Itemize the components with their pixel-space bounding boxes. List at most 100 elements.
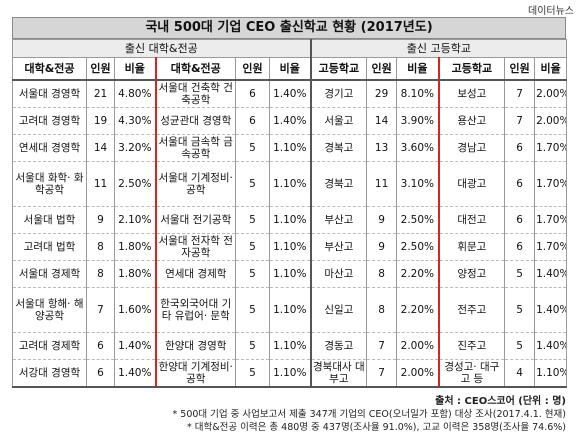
ratio-cell: 2.20%: [396, 260, 440, 288]
count-cell: 8: [366, 260, 398, 288]
univ-major-cell: 한국외국어대 기타 유럽어· 문학: [154, 287, 236, 333]
ratio-cell: 1.10%: [268, 206, 312, 234]
ratio-cell: 1.40%: [534, 332, 568, 360]
ratio-cell: 1.10%: [268, 287, 312, 333]
univ-major-cell: 고려대 경제학: [12, 332, 87, 360]
ratio-cell: 4.80%: [114, 79, 156, 108]
section-highschool: 출신 고등학교: [309, 39, 568, 58]
ratio-cell: 1.10%: [268, 359, 312, 388]
table-title: 국내 500대 기업 CEO 출신학교 현황 (2017년도): [12, 17, 566, 39]
count-cell: 6: [86, 359, 115, 388]
count-cell: 5: [504, 332, 536, 360]
ratio-cell: 1.60%: [114, 287, 156, 333]
ratio-cell: 2.00%: [534, 107, 568, 135]
table-row: 서울대 법학 9 2.10% 서울대 전기공학 5 1.10% 부산고 9 2.50% 대전고 6 1…: [12, 206, 568, 234]
highschool-cell: 용산고: [437, 107, 506, 135]
count-cell: 5: [504, 260, 536, 288]
ratio-cell: 2.00%: [396, 359, 440, 388]
count-cell: 7: [86, 287, 115, 333]
count-cell: 5: [235, 233, 270, 261]
highschool-cell: 휘문고: [437, 233, 506, 261]
count-cell: 11: [86, 161, 115, 207]
ratio-cell: 3.10%: [396, 161, 440, 207]
source-note: 출처 : CEO스코어 (단위 : 명): [435, 396, 566, 407]
count-cell: 29: [366, 79, 398, 108]
count-cell: 6: [504, 161, 536, 207]
highschool-cell: 경북대사 대부고: [309, 359, 368, 388]
highschool-cell: 서울고: [309, 107, 368, 135]
ratio-cell: 1.10%: [268, 260, 312, 288]
count-cell: 7: [504, 107, 536, 135]
ratio-cell: 2.00%: [534, 79, 568, 108]
univ-major-cell: 서울대 경제학: [12, 260, 87, 288]
table-row: 고려대 경영학 19 4.30% 성균관대 경영학 6 1.40% 서울고 14 3.90% 용산…: [12, 107, 568, 135]
count-cell: 6: [504, 134, 536, 162]
header-count: 인원: [86, 57, 115, 81]
table-row: 서울대 경제학 8 1.80% 연세대 경제학 5 1.10% 마산고 8 2.20% 양정고 5 1…: [12, 260, 568, 288]
ratio-cell: 1.70%: [534, 134, 568, 162]
univ-major-cell: 한양대 기계정비·공학: [154, 359, 236, 388]
count-cell: 5: [235, 134, 270, 162]
ratio-cell: 1.10%: [534, 359, 568, 388]
ratio-cell: 8.10%: [396, 79, 440, 108]
section-university: 출신 대학&전공: [11, 39, 312, 58]
header-highschool: 고등학교: [437, 57, 506, 81]
count-cell: 14: [86, 134, 115, 162]
footnote-2: * 대학&전공 이력은 총 480명 중 437명(조사율 91.0%), 고교…: [187, 422, 566, 433]
highschool-cell: 경복고: [309, 134, 368, 162]
count-cell: 9: [366, 206, 398, 234]
highschool-cell: 경북고: [309, 161, 368, 207]
highschool-cell: 경성고· 대구고 등: [437, 359, 506, 388]
table-row: 서울대 항해· 해양공학 7 1.60% 한국외국어대 기타 유럽어· 문학 5 1.10…: [12, 287, 568, 333]
count-cell: 11: [366, 161, 398, 207]
count-cell: 5: [235, 161, 270, 207]
highschool-cell: 신일고: [309, 287, 368, 333]
univ-major-cell: 서울대 전기공학: [154, 206, 236, 234]
ratio-cell: 1.70%: [534, 233, 568, 261]
ratio-cell: 3.20%: [114, 134, 156, 162]
univ-major-cell: 서울대 건축학 건축공학: [154, 79, 236, 108]
count-cell: 8: [86, 260, 115, 288]
count-cell: 6: [86, 332, 115, 360]
highschool-cell: 부산고: [309, 206, 368, 234]
count-cell: 6: [504, 206, 536, 234]
univ-major-cell: 연세대 경영학: [12, 134, 87, 162]
count-cell: 7: [504, 79, 536, 108]
count-cell: 5: [235, 260, 270, 288]
count-cell: 5: [235, 287, 270, 333]
ratio-cell: 1.70%: [534, 161, 568, 207]
univ-major-cell: 서강대 경영학: [12, 359, 87, 388]
univ-major-cell: 서울대 항해· 해양공학: [12, 287, 87, 333]
ratio-cell: 1.40%: [114, 359, 156, 388]
univ-major-cell: 성균관대 경영학: [154, 107, 236, 135]
univ-major-cell: 서울대 법학: [12, 206, 87, 234]
header-count: 인원: [366, 57, 398, 81]
ratio-cell: 2.50%: [396, 206, 440, 234]
highschool-cell: 대광고: [437, 161, 506, 207]
ratio-cell: 1.80%: [114, 260, 156, 288]
ratio-cell: 1.40%: [534, 260, 568, 288]
highschool-cell: 경남고: [437, 134, 506, 162]
count-cell: 21: [86, 79, 115, 108]
count-cell: 13: [366, 134, 398, 162]
ratio-cell: 2.50%: [114, 161, 156, 207]
ratio-cell: 1.10%: [268, 134, 312, 162]
univ-major-cell: 서울대 전자학 전자공학: [154, 233, 236, 261]
ratio-cell: 1.40%: [534, 287, 568, 333]
ratio-cell: 3.90%: [396, 107, 440, 135]
table-row: 고려대 법학 8 1.80% 서울대 전자학 전자공학 5 1.10% 부산고 9 2.50% 휘…: [12, 233, 568, 261]
ratio-cell: 1.40%: [268, 107, 312, 135]
ratio-cell: 1.70%: [534, 206, 568, 234]
count-cell: 6: [235, 79, 270, 108]
ratio-cell: 1.10%: [268, 161, 312, 207]
ratio-cell: 1.10%: [268, 233, 312, 261]
highschool-cell: 경기고: [309, 79, 368, 108]
header-ratio: 비율: [114, 57, 156, 81]
univ-major-cell: 서울대 화학· 화학공학: [12, 161, 87, 207]
univ-major-cell: 서울대 경영학: [12, 79, 87, 108]
highschool-cell: 전주고: [437, 287, 506, 333]
table-row: 연세대 경영학 14 3.20% 서울대 금속학 금속공학 5 1.10% 경복고 13 3.6…: [12, 134, 568, 162]
ratio-cell: 2.20%: [396, 287, 440, 333]
count-cell: 6: [504, 233, 536, 261]
univ-major-cell: 고려대 경영학: [12, 107, 87, 135]
